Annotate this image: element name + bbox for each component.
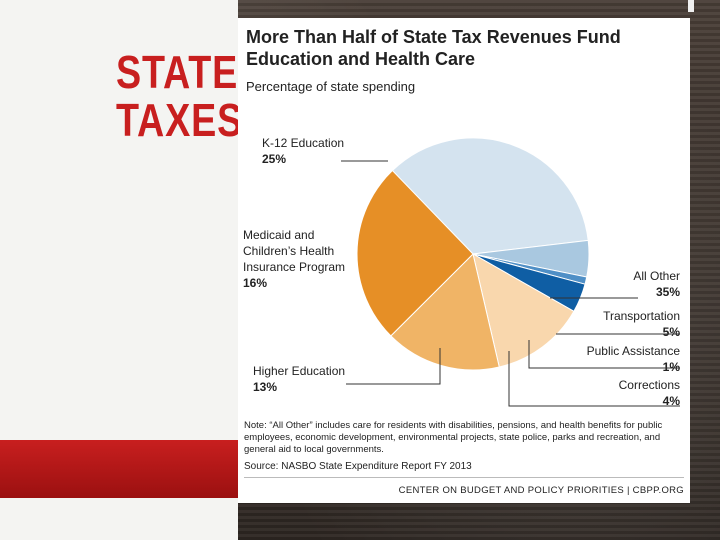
leader-line-corrections bbox=[508, 351, 680, 407]
slide-title: STATE TAXES bbox=[116, 46, 244, 146]
pie-slice-medicaid-and-children-s-health-insurance-program bbox=[390, 253, 500, 371]
card-shadow-edge bbox=[688, 0, 694, 12]
pie-value-transportation: 5% bbox=[663, 325, 681, 339]
pie-chart: All Other 35% Transportation 5% Public Assis… bbox=[243, 136, 681, 408]
pie-label-all-other-line-1: All Other bbox=[633, 269, 680, 283]
leader-line-public-assistance bbox=[528, 340, 680, 369]
chart-card: More Than Half of State Tax Revenues Fun… bbox=[238, 18, 690, 503]
pie-label-medicaid-and-children-s-health-insurance-program-line-3: Insurance Program bbox=[243, 260, 345, 274]
pie-value-medicaid-and-children-s-health-insurance-program: 16% bbox=[243, 276, 267, 290]
red-accent-band bbox=[0, 440, 238, 498]
pie-label-k-12-education-line-1: K-12 Education bbox=[262, 136, 344, 150]
pie-slice-k-12-education bbox=[356, 169, 474, 337]
pie-value-public-assistance: 1% bbox=[663, 360, 681, 374]
pie-value-all-other: 35% bbox=[656, 285, 680, 299]
chart-subtitle: Percentage of state spending bbox=[246, 79, 416, 94]
footer-divider bbox=[244, 477, 684, 478]
pie-label-public-assistance-line-1: Public Assistance bbox=[587, 344, 681, 358]
leader-line-higher-education bbox=[346, 348, 441, 385]
pie-label-corrections-line-1: Corrections bbox=[619, 378, 680, 392]
pie-slice-higher-education bbox=[472, 253, 575, 368]
slide-title-line-1: STATE bbox=[116, 46, 239, 98]
pie-label-medicaid-and-children-s-health-insurance-program-line-2: Children’s Health bbox=[243, 244, 334, 258]
pie-label-medicaid-and-children-s-health-insurance-program-line-1: Medicaid and bbox=[243, 228, 314, 242]
pie-label-transportation-line-1: Transportation bbox=[603, 309, 680, 323]
slide-title-line-2: TAXES bbox=[116, 94, 244, 146]
pie-value-k-12-education: 25% bbox=[262, 152, 286, 166]
chart-note: Note: “All Other” includes care for resi… bbox=[244, 420, 663, 455]
pie-value-higher-education: 13% bbox=[253, 380, 277, 394]
chart-footer: CENTER ON BUDGET AND POLICY PRIORITIES |… bbox=[398, 485, 684, 496]
chart-source: Source: NASBO State Expenditure Report F… bbox=[244, 461, 472, 472]
pie-label-higher-education-line-1: Higher Education bbox=[253, 364, 345, 378]
pie-value-corrections: 4% bbox=[663, 394, 681, 408]
chart-title: More Than Half of State Tax Revenues Fun… bbox=[246, 27, 621, 69]
pie-slice-all-other bbox=[391, 137, 589, 255]
